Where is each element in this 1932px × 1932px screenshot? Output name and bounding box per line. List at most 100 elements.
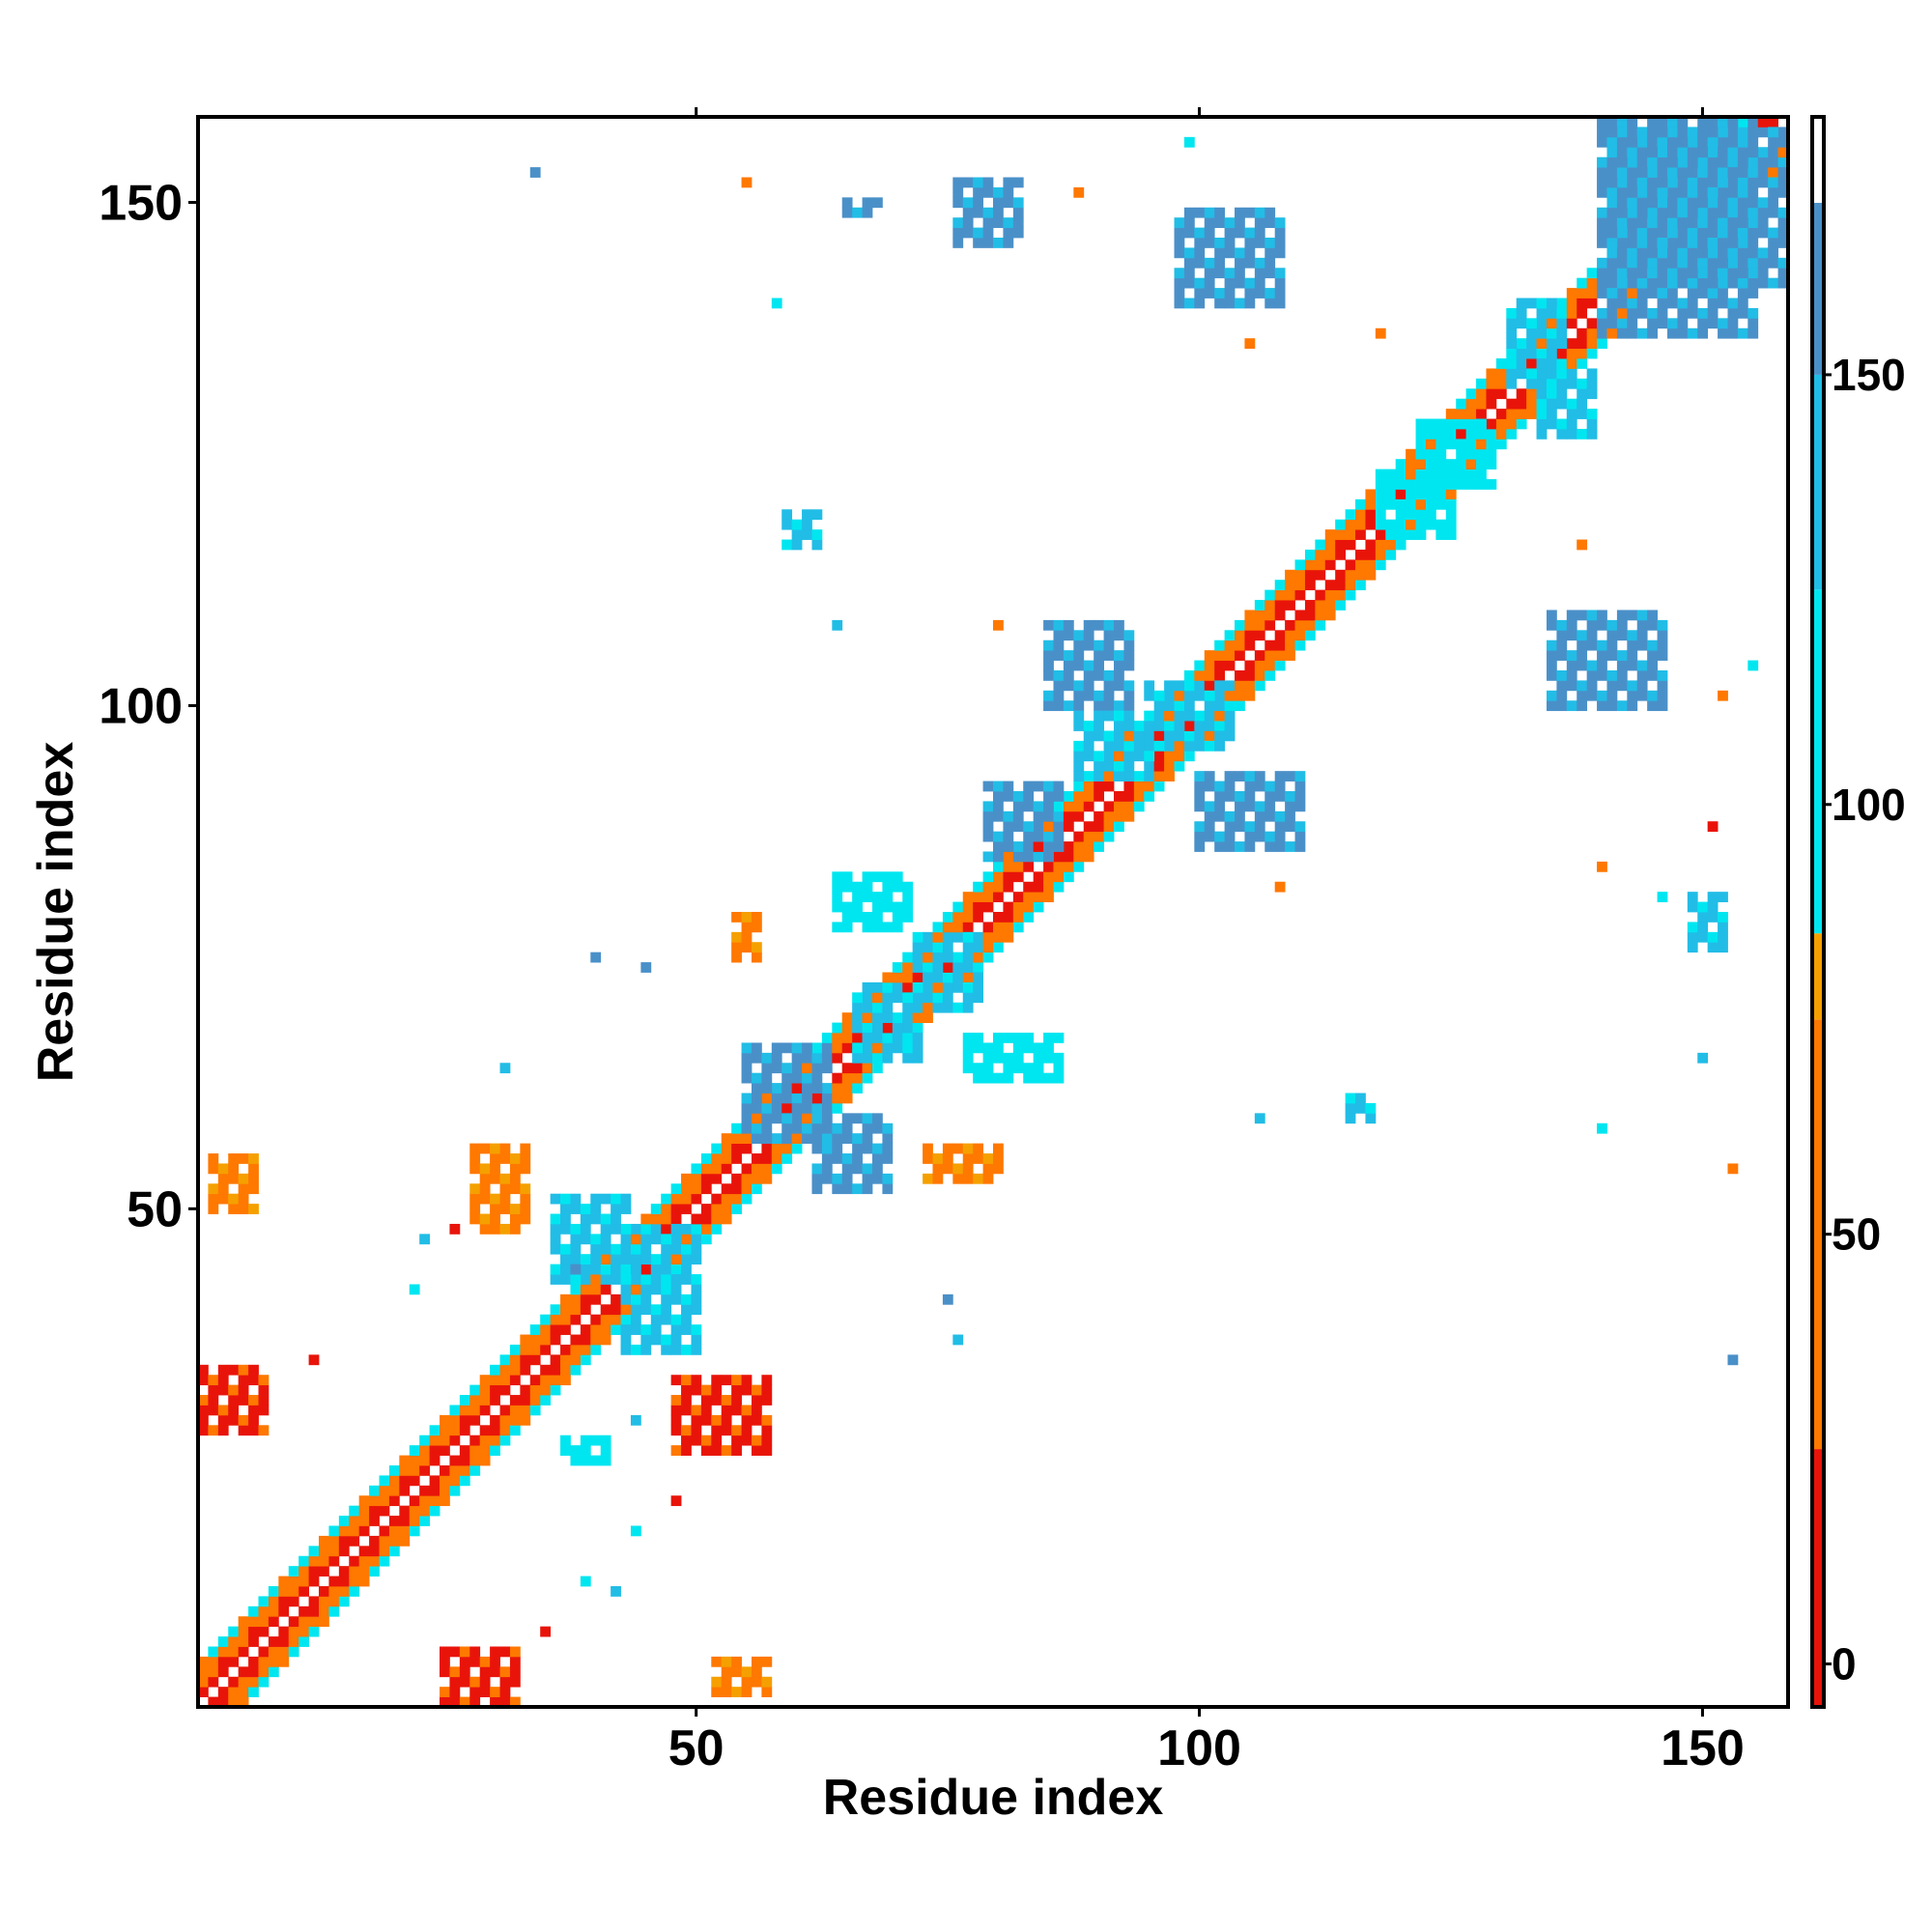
heatmap-cell [882,992,894,1004]
heatmap-cell [761,1072,773,1084]
heatmap-cell [771,1143,782,1154]
heatmap-cell [862,871,873,883]
heatmap-cell [1355,1093,1366,1104]
heatmap-cell [1174,710,1185,722]
heatmap-cell [1486,448,1497,460]
heatmap-cell [630,1314,641,1325]
heatmap-cell [1697,207,1709,218]
heatmap-cell [1063,630,1074,641]
heatmap-cell [1415,498,1427,510]
heatmap-cell [1657,669,1668,681]
heatmap-cell [1304,559,1316,571]
heatmap-cell [670,1193,682,1205]
heatmap-cell [1003,810,1014,822]
heatmap-cell [1204,217,1215,228]
heatmap-cell [268,1596,279,1607]
heatmap-cell [1235,790,1245,802]
heatmap-cell [1012,207,1024,218]
heatmap-cell [1235,268,1245,279]
heatmap-cell [1244,841,1256,852]
heatmap-cell [1114,801,1124,812]
heatmap-cell [570,1334,582,1346]
heatmap-cell [550,1354,561,1366]
heatmap-cell [388,1525,400,1537]
heatmap-cell [1415,529,1427,540]
heatmap-cell [1495,388,1507,400]
heatmap-cell [1456,479,1467,490]
heatmap-cell [469,1696,481,1708]
heatmap-cell [1586,277,1598,289]
heatmap-cell [1094,650,1104,661]
heatmap-cell [871,901,883,913]
heatmap-cell [1597,690,1607,701]
heatmap-cell [1597,227,1607,239]
heatmap-cell [681,1375,692,1386]
heatmap-cell [1718,156,1728,168]
heatmap-cell [1043,851,1054,863]
heatmap-cell [600,1435,611,1446]
heatmap-cell [1123,660,1135,671]
heatmap-cell [670,1204,682,1214]
heatmap-cell [1606,639,1618,651]
heatmap-cell [802,519,812,530]
heatmap-cell [248,1687,259,1697]
heatmap-cell [620,1293,632,1305]
heatmap-cell [771,1102,782,1114]
heatmap-cell [1506,428,1518,440]
heatmap-cell [479,1143,491,1154]
heatmap-cell [399,1516,411,1526]
heatmap-cell [1777,257,1789,269]
heatmap-cell [479,1666,491,1678]
heatmap-cell [771,1133,782,1145]
heatmap-cell [973,1153,983,1164]
heatmap-cell [440,1464,450,1476]
heatmap-cell [862,1022,873,1034]
heatmap-cell [1597,238,1607,248]
heatmap-cell [741,1405,753,1416]
heatmap-cell [1666,136,1678,148]
heatmap-cell [1627,307,1638,319]
heatmap-cell [871,197,883,209]
heatmap-cell [1556,418,1568,430]
heatmap-cell [1666,147,1678,158]
heatmap-cell [832,1183,843,1195]
heatmap-cell [1304,600,1316,611]
heatmap-cell [1114,751,1124,762]
heatmap-cell [1647,177,1658,188]
heatmap-cell [570,1204,582,1214]
heatmap-cell [1144,751,1155,762]
heatmap-cell [469,1143,481,1154]
heatmap-cell [691,1293,702,1305]
heatmap-cell [529,1405,541,1416]
heatmap-cell [1415,448,1427,460]
heatmap-cell [349,1576,360,1587]
heatmap-cell [1264,288,1276,298]
heatmap-cell [781,1153,793,1164]
heatmap-cell [479,1395,491,1406]
heatmap-cell [1586,368,1598,380]
heatmap-cell [499,1063,511,1074]
x-tick-label: 50 [668,1720,724,1776]
heatmap-cell [1033,892,1044,902]
heatmap-cell [700,1183,712,1195]
heatmap-cell [1627,257,1638,269]
heatmap-cell [1757,268,1769,279]
heatmap-cell [580,1354,591,1366]
heatmap-cell [1204,730,1215,742]
heatmap-cell [1294,841,1306,852]
heatmap-cell [1465,439,1477,450]
heatmap-cell [1073,690,1085,701]
heatmap-cell [691,1344,702,1355]
heatmap-cell [1073,781,1085,792]
heatmap-cell [1556,398,1568,410]
heatmap-cell [1677,298,1689,309]
heatmap-cell [1597,318,1607,329]
heatmap-cell [1103,710,1115,722]
heatmap-cell [1274,589,1286,601]
heatmap-cell [811,1183,823,1195]
heatmap-cell [1063,801,1074,812]
heatmap-cell [1647,247,1658,259]
heatmap-cell [1687,288,1698,298]
heatmap-cell [1577,680,1588,692]
heatmap-cell [982,217,994,228]
